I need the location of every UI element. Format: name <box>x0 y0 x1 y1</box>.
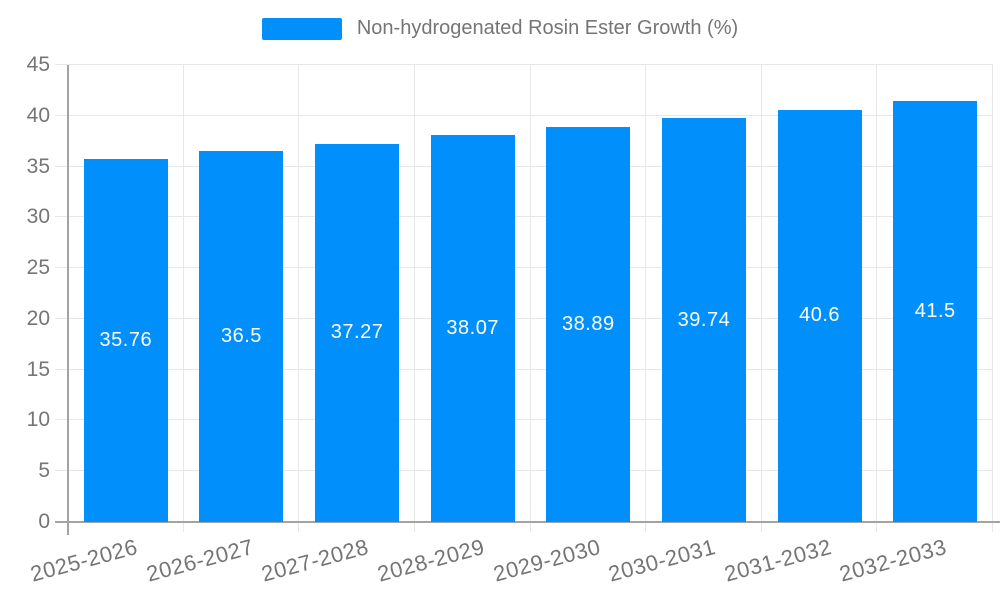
y-axis-tick-label: 15 <box>26 357 50 381</box>
h-gridline <box>55 470 993 472</box>
bar-2030-2031[interactable]: 39.74 <box>661 118 746 522</box>
bar-value-label: 38.89 <box>562 313 615 336</box>
y-axis-tick-label: 30 <box>26 205 50 229</box>
bar-value-label: 38.07 <box>446 317 499 340</box>
h-gridline <box>55 216 993 218</box>
h-gridline <box>55 267 993 269</box>
bar-2032-2033[interactable]: 41.5 <box>893 100 978 522</box>
bar-value-label: 35.76 <box>99 328 153 351</box>
y-axis-tick-label: 5 <box>38 459 50 483</box>
bar-value-label: 39.74 <box>677 308 731 331</box>
bar-value-label: 36.5 <box>220 325 262 348</box>
bar-2026-2027[interactable]: 36.5 <box>199 151 284 522</box>
v-gridline <box>529 65 531 532</box>
x-axis-tick-label: 2032-2033 <box>837 534 950 587</box>
h-gridline <box>55 317 993 319</box>
x-axis-tick-label: 2030-2031 <box>605 534 719 587</box>
x-axis-tick-label: 2026-2027 <box>143 534 256 587</box>
y-axis-tick-label: 45 <box>26 53 50 76</box>
v-gridline <box>413 65 415 532</box>
y-axis-tick-label: 25 <box>26 256 50 280</box>
x-axis-tick-label: 2029-2030 <box>490 534 603 587</box>
x-axis-line <box>55 521 1000 523</box>
legend-swatch <box>261 17 342 40</box>
v-gridline <box>760 65 762 532</box>
y-axis-tick-label: 35 <box>26 154 50 178</box>
h-gridline <box>55 165 993 167</box>
legend-item[interactable]: Non-hydrogenated Rosin Ester Growth (%) <box>0 17 1000 40</box>
x-axis-tick-label: 2027-2028 <box>259 534 372 587</box>
h-gridline <box>55 114 993 116</box>
bar-2027-2028[interactable]: 37.27 <box>315 143 400 522</box>
h-gridline <box>55 419 993 421</box>
plot-area: 35.76 36.5 37.27 38.07 38.89 39.74 40.6 41.5 <box>55 64 1000 535</box>
legend-label: Non-hydrogenated Rosin Ester Growth (%) <box>356 17 739 39</box>
y-axis-tick-label: 0 <box>38 510 50 533</box>
y-axis-tick-label: 10 <box>26 408 50 432</box>
y-axis-line <box>67 65 69 535</box>
v-gridline <box>992 65 993 532</box>
x-axis-tick-label: 2031-2032 <box>721 534 835 587</box>
h-gridline <box>55 64 993 65</box>
v-gridline <box>182 65 184 532</box>
h-gridline <box>55 368 993 370</box>
bar-2029-2030[interactable]: 38.89 <box>546 127 631 522</box>
bar-2028-2029[interactable]: 38.07 <box>430 135 515 522</box>
bar-2031-2032[interactable]: 40.6 <box>777 109 862 522</box>
bar-2025-2026[interactable]: 35.76 <box>83 158 168 522</box>
bar-value-label: 37.27 <box>330 321 384 344</box>
bar-value-label: 40.6 <box>799 304 841 327</box>
x-axis-tick-label: 2028-2029 <box>374 534 488 587</box>
bar-value-label: 41.5 <box>914 299 956 322</box>
v-gridline <box>876 65 878 532</box>
x-axis-tick-label: 2025-2026 <box>27 534 141 587</box>
y-axis-tick-label: 20 <box>26 306 50 330</box>
y-axis-tick-label: 40 <box>26 103 50 127</box>
v-gridline <box>645 65 647 532</box>
v-gridline <box>298 65 300 532</box>
